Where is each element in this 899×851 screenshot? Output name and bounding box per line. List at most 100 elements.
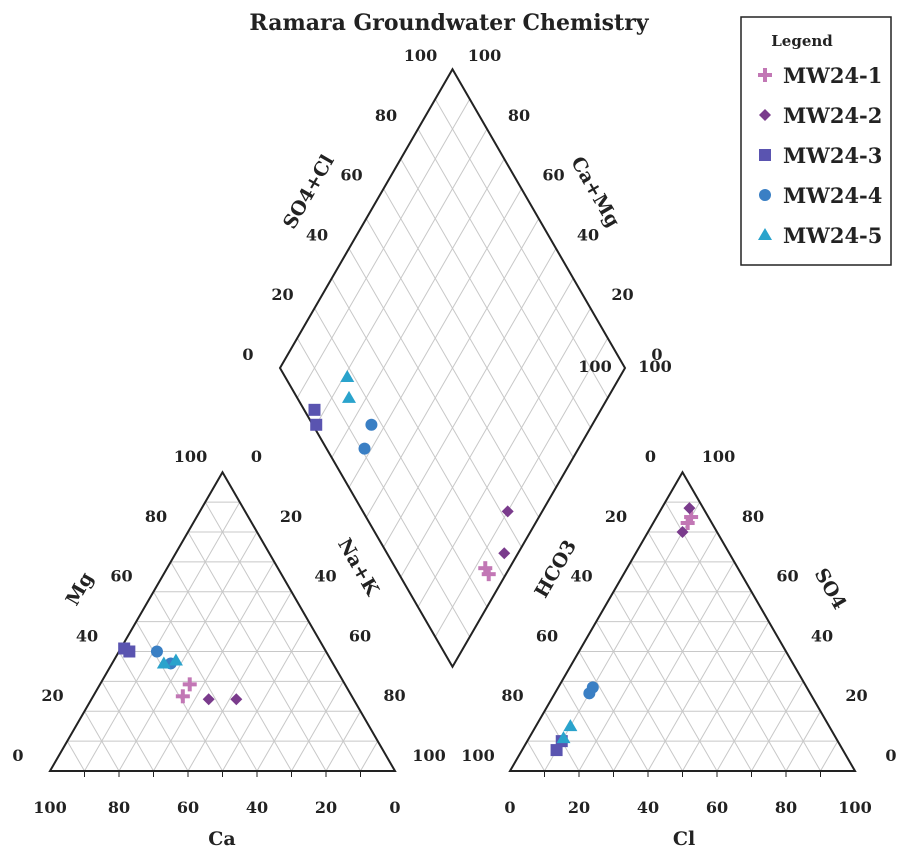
tick-label: 0: [251, 447, 262, 466]
grid-line: [664, 501, 821, 772]
grid-line: [383, 248, 557, 548]
legend-box: [740, 16, 892, 266]
tick-label: 100: [412, 746, 445, 765]
tick-label: 100: [404, 46, 437, 65]
tick-label: 80: [742, 507, 764, 526]
tick-label: 80: [145, 507, 167, 526]
point-cation: [202, 693, 215, 706]
tick-label: 80: [375, 106, 397, 125]
tick-label: 80: [501, 686, 523, 705]
point-diamond: [358, 442, 371, 455]
point-anion: [556, 731, 571, 744]
plot-frames: [48, 67, 857, 777]
grid-line: [400, 278, 574, 578]
tick-label: 100: [461, 746, 494, 765]
legend-label: MW24-4: [783, 183, 882, 208]
diamond-frame: [278, 67, 627, 669]
data-points: [118, 369, 699, 757]
point-diamond: [310, 418, 323, 431]
grid-line: [561, 681, 614, 772]
chart-title: Ramara Groundwater Chemistry: [249, 10, 649, 36]
tick-label: 40: [811, 626, 833, 645]
grid-line: [417, 128, 591, 429]
point-cation: [118, 642, 131, 655]
point-diamond: [498, 547, 511, 560]
tick-label: 20: [568, 798, 590, 817]
tick-label: 0: [242, 345, 253, 364]
tick-label: 80: [383, 686, 405, 705]
axis-label-cl: Cl: [673, 828, 695, 850]
tick-label: 20: [41, 686, 63, 705]
grid-line: [417, 307, 591, 608]
grid-line: [365, 218, 540, 518]
point-diamond: [478, 561, 493, 576]
grid-line: [613, 561, 735, 772]
legend-label: MW24-5: [783, 223, 882, 248]
grid-line: [383, 188, 557, 488]
legend: Legend MW24-1 MW24-2 MW24-3 MW24-4 MW24-5: [740, 16, 892, 266]
tick-label: 40: [246, 798, 268, 817]
tick-label: 20: [280, 507, 302, 526]
axis-label-mg: Mg: [62, 569, 98, 610]
point-diamond: [501, 505, 514, 518]
point-cation: [156, 656, 171, 669]
grid-line: [118, 651, 189, 772]
tick-label: 0: [651, 345, 662, 364]
tick-label: 100: [174, 447, 207, 466]
grid-line: [204, 501, 361, 772]
point-diamond: [481, 567, 496, 582]
tick-label: 0: [645, 447, 656, 466]
tick-label: 60: [177, 798, 199, 817]
axis-label-nak: Na+K: [333, 535, 384, 601]
tick-label: 20: [845, 686, 867, 705]
point-anion: [680, 516, 695, 531]
tick-label: 0: [12, 746, 23, 765]
point-diamond: [342, 390, 356, 403]
tick-label: 20: [611, 285, 633, 304]
grid-line: [101, 681, 154, 772]
tick-label: 0: [504, 798, 515, 817]
tick-label: 100: [638, 357, 671, 376]
grid-line: [153, 561, 275, 772]
axis-label-ca: Ca: [208, 828, 235, 850]
tick-label: 60: [349, 626, 371, 645]
legend-marker: [759, 149, 771, 161]
point-diamond: [308, 403, 321, 416]
grid-line: [84, 710, 120, 772]
grid-line: [222, 621, 310, 772]
tick-label: 60: [542, 166, 564, 185]
grid-line: [785, 710, 821, 772]
tick-label: 40: [76, 626, 98, 645]
legend-marker: [759, 189, 771, 201]
point-cation: [230, 693, 243, 706]
point-cation: [175, 689, 190, 704]
tick-label: 80: [775, 798, 797, 817]
tick-label: 60: [110, 567, 132, 586]
grid-line: [578, 651, 649, 772]
tick-label: 80: [508, 106, 530, 125]
grid-line: [325, 710, 361, 772]
legend-label: MW24-3: [783, 143, 882, 168]
grid-line: [595, 621, 683, 772]
tick-label: 0: [885, 746, 896, 765]
tick-label: 100: [578, 357, 611, 376]
point-cation: [150, 645, 163, 658]
grid-line: [820, 740, 839, 772]
tick-label: 40: [306, 225, 328, 244]
grid-line: [434, 337, 609, 638]
grid-line: [291, 681, 344, 772]
grid-line: [630, 561, 752, 772]
grid-line: [716, 651, 787, 772]
legend-label: MW24-2: [783, 103, 882, 128]
tick-label: 40: [314, 567, 336, 586]
grid-line: [66, 740, 85, 772]
tick-label: 20: [315, 798, 337, 817]
legend-title: Legend: [771, 32, 833, 50]
tick-label: 40: [637, 798, 659, 817]
tick-label: 20: [605, 507, 627, 526]
tick-label: 100: [33, 798, 66, 817]
point-diamond: [340, 369, 355, 382]
tick-label: 100: [702, 447, 735, 466]
tick-label: 20: [271, 285, 293, 304]
